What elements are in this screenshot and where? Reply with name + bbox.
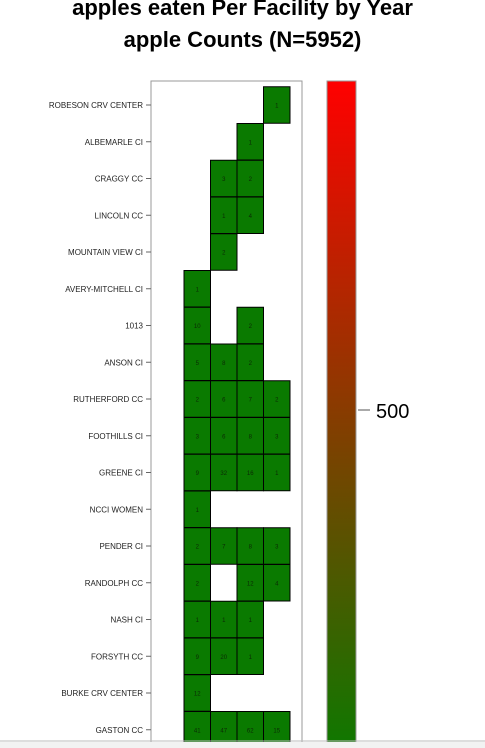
row-label: FORSYTH CC xyxy=(91,652,143,661)
row-label: BURKE CRV CENTER xyxy=(61,689,143,698)
heatmap-cell xyxy=(236,637,264,675)
row-label: PENDER CI xyxy=(99,542,143,551)
heatmap-cell xyxy=(263,711,291,748)
cell-value-label: 12 xyxy=(194,692,201,698)
heatmap-cell xyxy=(183,564,211,602)
cell-value-label: 1 xyxy=(249,618,253,624)
plot-area: ROBESON CRV CENTER ALBEMARLE CI CRAGGY CC L… xyxy=(49,80,303,748)
cell-value-label: 2 xyxy=(222,251,226,257)
cell-value-label: 20 xyxy=(220,655,227,661)
row-label: NASH CI xyxy=(111,616,143,625)
cell-value-label: 47 xyxy=(220,728,227,734)
cell-value-label: 2 xyxy=(196,581,200,587)
cell-value-label: 1 xyxy=(249,140,253,146)
heatmap-cell xyxy=(210,637,238,675)
cell-value-label: 9 xyxy=(196,471,200,477)
cell-value-label: 1 xyxy=(222,214,226,220)
cell-value-label: 1 xyxy=(196,618,200,624)
colorbar-gradient xyxy=(326,80,357,748)
heatmap-cell xyxy=(263,453,291,492)
cell-value-label: 2 xyxy=(249,361,253,367)
cell-value-label: 1 xyxy=(275,471,279,477)
cell-value-label: 16 xyxy=(247,471,254,477)
heatmap-cell xyxy=(183,600,211,639)
cell-value-label: 1 xyxy=(249,655,253,661)
cell-value-label: 3 xyxy=(275,434,279,440)
heatmap-cell xyxy=(210,527,238,565)
heatmap-cell xyxy=(210,711,238,748)
heatmap-cell xyxy=(183,417,211,455)
cell-value-label: 6 xyxy=(222,434,226,440)
row-label: FOOTHILLS CI xyxy=(88,432,143,441)
row-label: RUTHERFORD CC xyxy=(73,395,143,404)
heatmap-cell xyxy=(263,417,291,455)
heatmap-cell xyxy=(263,86,291,124)
heatmap-cell xyxy=(183,674,211,712)
chart-subtitle: apple Counts (N=5952) xyxy=(123,27,362,52)
heatmap-cell xyxy=(236,196,264,234)
cell-value-label: 1 xyxy=(196,508,200,514)
cell-value-label: 32 xyxy=(220,471,227,477)
row-label: LINCOLN CC xyxy=(95,211,144,220)
heatmap-cell xyxy=(183,270,211,308)
heatmap-cell xyxy=(210,159,238,198)
cell-value-label: 8 xyxy=(249,434,253,440)
cell-value-label: 1 xyxy=(275,104,279,110)
cell-value-label: 3 xyxy=(275,545,279,551)
row-label: MOUNTAIN VIEW CI xyxy=(68,248,143,257)
cell-value-label: 2 xyxy=(249,177,253,183)
cell-value-label: 2 xyxy=(275,398,279,404)
row-label: 1013 xyxy=(125,322,143,331)
heatmap-cell xyxy=(236,343,264,381)
row-label: RANDOLPH CC xyxy=(85,579,143,588)
cell-value-label: 7 xyxy=(222,545,226,551)
cell-value-label: 1 xyxy=(196,287,200,293)
cell-value-label: 4 xyxy=(275,581,279,587)
heatmap-cell xyxy=(236,123,264,161)
cell-value-label: 2 xyxy=(249,324,253,330)
row-label: ANSON CI xyxy=(104,358,143,367)
cell-value-label: 1 xyxy=(222,618,226,624)
heatmap-cell xyxy=(236,564,264,602)
heatmap-cell xyxy=(263,380,291,418)
row-label: NCCI WOMEN xyxy=(90,505,144,514)
heatmap-cell xyxy=(263,564,291,602)
chart-title: apples eaten Per Facility by Year xyxy=(72,0,413,20)
cell-value-label: 2 xyxy=(196,398,200,404)
heatmap-cell xyxy=(236,453,264,492)
row-label: GREENE CI xyxy=(99,469,143,478)
row-label: AVERY-MITCHELL CI xyxy=(65,285,143,294)
cell-value-label: 7 xyxy=(249,398,253,404)
cell-value-label: 3 xyxy=(222,177,226,183)
heatmap-cell xyxy=(183,490,211,528)
row-label: ALBEMARLE CI xyxy=(85,138,143,147)
heatmap-cell xyxy=(210,380,238,418)
heatmap-cell xyxy=(236,711,264,748)
cell-value-label: 41 xyxy=(194,728,201,734)
cell-value-label: 6 xyxy=(222,398,226,404)
heatmap-cell xyxy=(210,417,238,455)
cell-value-label: 2 xyxy=(196,545,200,551)
cell-value-label: 15 xyxy=(273,728,280,734)
cell-value-label: 8 xyxy=(222,361,226,367)
cell-value-label: 62 xyxy=(247,728,254,734)
heatmap-cell xyxy=(210,343,238,381)
cell-value-label: 10 xyxy=(194,324,201,330)
cell-value-label: 3 xyxy=(196,434,200,440)
row-label: GASTON CC xyxy=(96,726,144,735)
row-label: ROBESON CRV CENTER xyxy=(49,101,143,110)
cell-value-label: 12 xyxy=(247,581,254,587)
heatmap-cell xyxy=(210,233,238,271)
colorbar: 500 xyxy=(0,80,485,748)
heatmap-cell xyxy=(236,600,264,639)
cell-value-label: 8 xyxy=(249,545,253,551)
row-label: CRAGGY CC xyxy=(95,175,144,184)
cell-value-label: 9 xyxy=(196,655,200,661)
colorbar-tick-label: 500 xyxy=(376,401,409,423)
cell-value-label: 5 xyxy=(196,361,200,367)
bottom-strip xyxy=(0,742,485,748)
cell-value-label: 4 xyxy=(249,214,253,220)
